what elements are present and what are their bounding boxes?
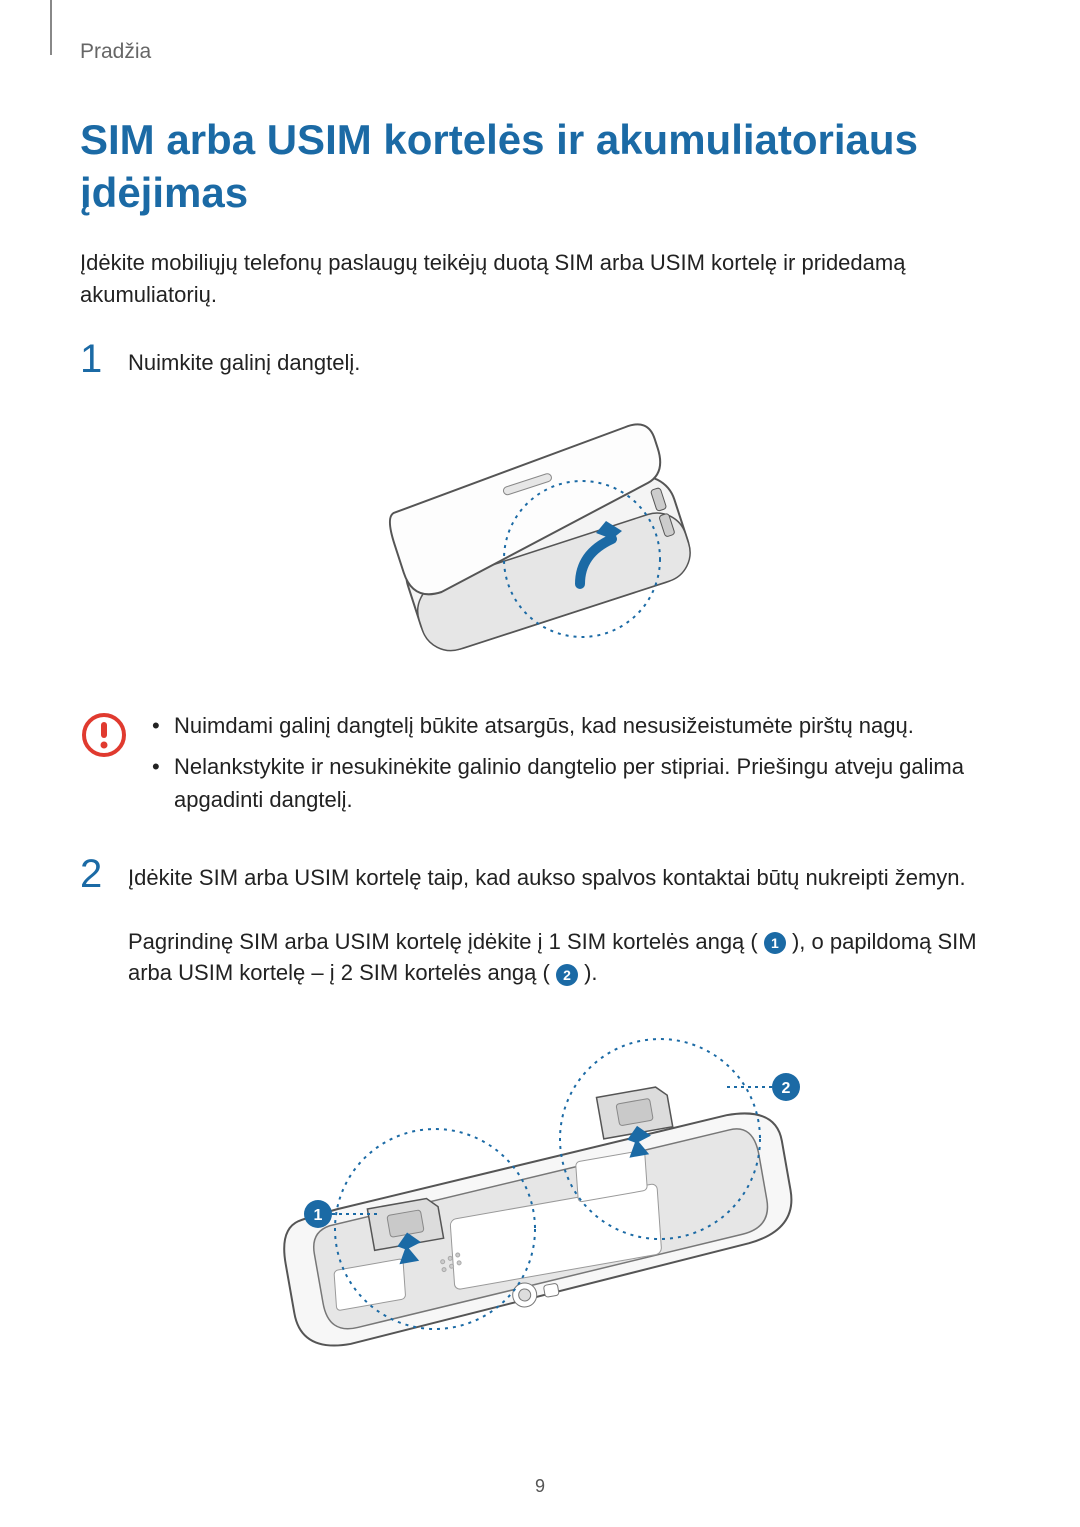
step-2-line2a: Pagrindinę SIM arba USIM kortelę įdėkite… — [128, 929, 758, 954]
step-2-number: 2 — [80, 854, 110, 894]
step-1-text: Nuimkite galinį dangtelį. — [128, 339, 1000, 379]
step-2: 2 Įdėkite SIM arba USIM kortelę taip, ka… — [80, 854, 1000, 990]
page-number: 9 — [0, 1476, 1080, 1497]
page-title: SIM arba USIM kortelės ir akumuliatoriau… — [80, 114, 1000, 219]
caution-item: Nuimdami galinį dangtelį būkite atsargūs… — [152, 709, 1000, 742]
figure-remove-cover — [80, 399, 1000, 679]
badge-2-icon: 2 — [556, 964, 578, 986]
badge-1-icon: 1 — [764, 932, 786, 954]
caution-list: Nuimdami galinį dangtelį būkite atsargūs… — [152, 709, 1000, 824]
sim-insert-illustration: 1 2 — [220, 1009, 860, 1369]
breadcrumb: Pradžia — [80, 40, 1000, 64]
page: Pradžia SIM arba USIM kortelės ir akumul… — [0, 0, 1080, 1527]
step-1-number: 1 — [80, 339, 110, 379]
caution-block: Nuimdami galinį dangtelį būkite atsargūs… — [80, 709, 1000, 824]
callout-badge-1-label: 1 — [314, 1207, 323, 1224]
step-2-line2c: ). — [584, 960, 597, 985]
caution-icon — [80, 709, 128, 764]
intro-paragraph: Įdėkite mobiliųjų telefonų paslaugų teik… — [80, 247, 1000, 311]
phone-cover-illustration — [330, 399, 750, 679]
figure-insert-sim: 1 2 — [80, 1009, 1000, 1369]
callout-badge-2: 2 — [725, 1073, 800, 1101]
callout-badge-2-label: 2 — [782, 1080, 791, 1097]
step-1: 1 Nuimkite galinį dangtelį. — [80, 339, 1000, 379]
caution-item: Nelankstykite ir nesukinėkite galinio da… — [152, 750, 1000, 816]
step-2-text: Įdėkite SIM arba USIM kortelę taip, kad … — [128, 854, 1000, 990]
page-side-rule — [50, 0, 52, 55]
step-2-line1: Įdėkite SIM arba USIM kortelę taip, kad … — [128, 865, 966, 890]
